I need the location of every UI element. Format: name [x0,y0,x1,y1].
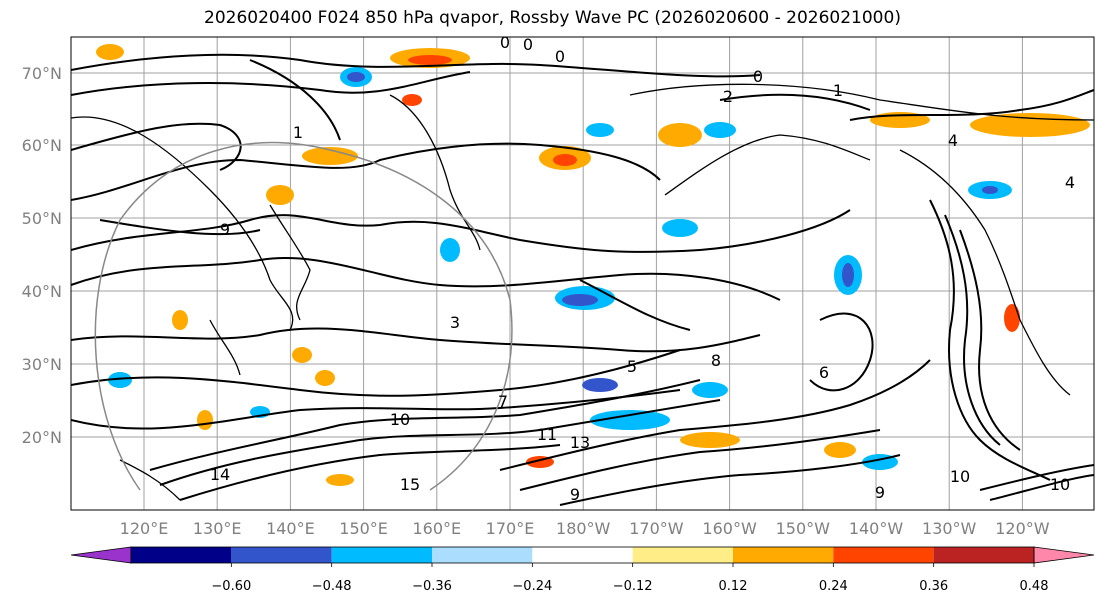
contour-label: 4 [948,131,958,150]
lat-tick-label: 60°N [22,136,62,155]
lon-tick-label: 120°W [995,519,1050,538]
coastlines [71,83,1094,501]
colorbar-tick-label: 0.12 [719,579,748,594]
contour-label: 11 [537,425,557,444]
colorbar-segment [131,547,232,563]
contour-label: 10 [950,467,970,486]
contour-label: 9 [875,483,885,502]
lon-tick-label: 160°E [412,519,461,538]
contour-label: 2 [723,87,733,106]
colorbar-tick-label: −0.60 [211,579,251,594]
map-panel [70,36,1095,511]
contour-label: 15 [400,475,420,494]
contour-label: 0 [555,47,565,66]
contour-label: 4 [1065,173,1075,192]
colorbar-tick-labels: −0.60 −0.48 −0.36 −0.24 −0.12 0.12 0.24 0.36 0.4… [211,563,1049,594]
colorbar-tick-label: 0.48 [1020,579,1049,594]
contour-label: 10 [1050,475,1070,494]
contour-label: 14 [210,465,230,484]
contour-label: 1 [833,81,843,100]
rossby-wave-contours [71,53,1094,506]
colorbar-tick-label: −0.12 [613,579,653,594]
colorbar-segment [833,547,934,563]
contour-label: 8 [711,351,721,370]
lon-tick-label: 180°W [556,519,611,538]
contour-label: 0 [500,33,510,52]
colorbar-segment [432,547,533,563]
lat-tick-label: 50°N [22,209,62,228]
colorbar-tick-label: 0.36 [919,579,948,594]
colorbar-tick-label: −0.36 [412,579,452,594]
contour-label: 3 [450,313,460,332]
colorbar-segment [632,547,733,563]
contour-label: 6 [819,363,829,382]
lat-tick-label: 40°N [22,282,62,301]
lat-tick-label: 30°N [22,355,62,374]
map-title: 2026020400 F024 850 hPa qvapor, Rossby W… [204,8,901,28]
lon-tick-label: 160°W [702,519,757,538]
colorbar-tick-label: −0.48 [312,579,352,594]
colorbar-segment [231,547,332,563]
contour-label: 10 [390,410,410,429]
latitude-labels: 70°N 60°N 50°N 40°N 30°N 20°N [22,64,62,447]
lon-tick-label: 130°E [193,519,242,538]
contour-label: 9 [220,220,230,239]
colorbar-segment [532,547,633,563]
lon-tick-label: 140°E [266,519,315,538]
colorbar-segment [733,547,834,563]
longitude-labels: 120°E 130°E 140°E 150°E 160°E 170°E 180°W 170°W… [120,519,1050,538]
contour-label: 0 [523,35,533,54]
colorbar-segment [331,547,432,563]
lat-tick-label: 20°N [22,428,62,447]
lon-tick-label: 170°E [486,519,535,538]
contour-label: 0 [753,67,763,86]
contour-label: 7 [498,392,508,411]
lat-tick-label: 70°N [22,64,62,83]
colorbar-tick-label: 0.24 [819,579,848,594]
colorbar-tick-label: −0.24 [512,579,552,594]
lon-tick-label: 130°W [922,519,977,538]
contour-label: 5 [627,357,637,376]
contour-label: 13 [570,433,590,452]
lon-tick-label: 170°W [629,519,684,538]
contour-label: 1 [293,123,303,142]
colorbar-extend-high [1033,546,1095,564]
colorbar [70,546,1095,564]
contour-label: 9 [570,485,580,504]
lon-tick-label: 120°E [120,519,169,538]
lon-tick-label: 140°W [849,519,904,538]
colorbar-segment [933,547,1034,563]
colorbar-extend-low [70,546,132,564]
colorbar-outline [130,546,1035,564]
lon-tick-label: 150°W [776,519,831,538]
lon-tick-label: 150°E [339,519,388,538]
